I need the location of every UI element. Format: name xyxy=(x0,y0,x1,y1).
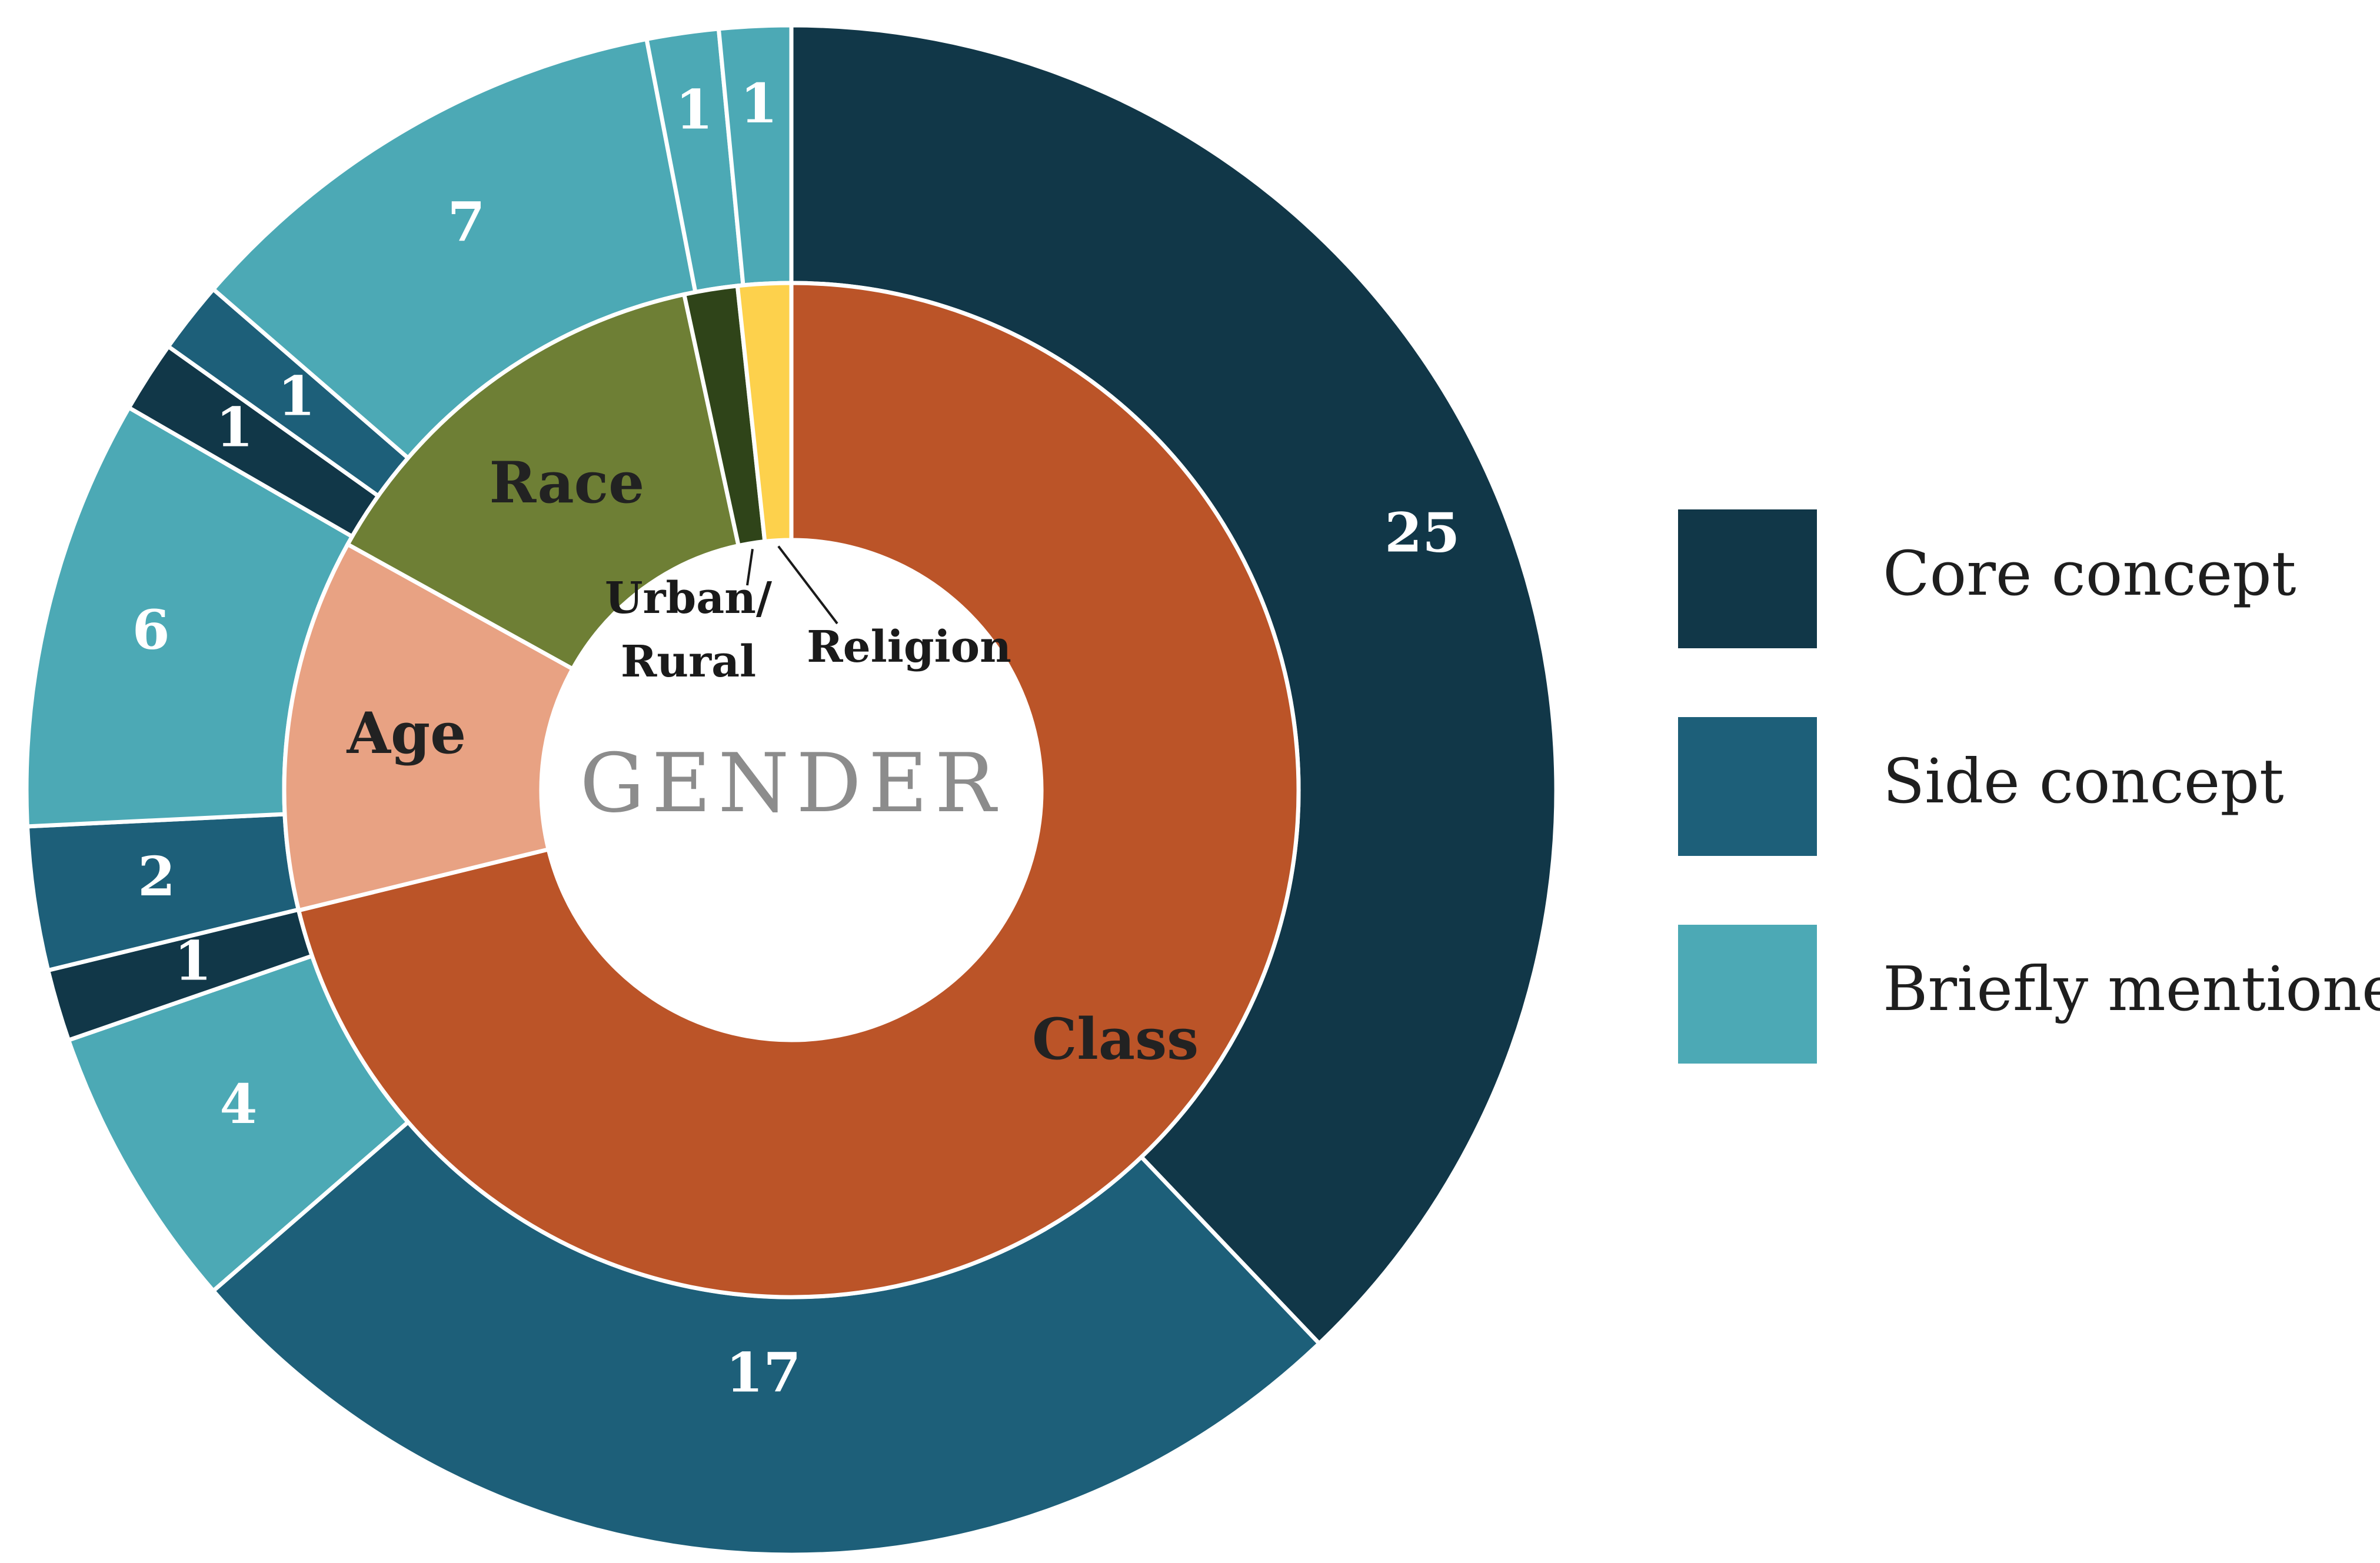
outer-value-label: 1 xyxy=(740,72,778,135)
outer-value-label: 2 xyxy=(138,845,175,908)
legend-label-side-concept: Side concept xyxy=(1883,745,2284,817)
outer-value-label: 4 xyxy=(219,1072,257,1136)
center-label: GENDER xyxy=(580,736,1003,831)
outer-value-label: 6 xyxy=(132,598,170,662)
legend-label-core-concept: Core concept xyxy=(1883,538,2296,609)
outer-value-label: 7 xyxy=(447,191,485,254)
outer-value-label: 1 xyxy=(278,364,315,428)
inner-category-label: Age xyxy=(346,700,466,766)
urban-rural-leader-line xyxy=(746,548,754,586)
outer-value-label: 1 xyxy=(216,395,254,459)
inner-slice-religion xyxy=(735,281,794,544)
inner-slice-race xyxy=(345,292,741,672)
legend-swatch-side-concept xyxy=(1678,717,1817,856)
leader-lines xyxy=(746,545,838,625)
legend-label-briefly-mentioned: Briefly mentioned xyxy=(1883,953,2380,1025)
outer-ring xyxy=(24,23,1559,1557)
religion-leader-line xyxy=(777,545,838,625)
outer-value-label: 1 xyxy=(174,929,212,992)
inner-ring xyxy=(282,281,1301,1299)
religion-label: Religion xyxy=(807,622,1011,672)
legend-swatch-core-concept xyxy=(1678,509,1817,648)
inner-category-label: Class xyxy=(1032,1006,1199,1072)
inner-category-label: Race xyxy=(489,449,644,516)
legend: Core concept Side concept Briefly mentione… xyxy=(1678,509,2380,1064)
outer-value-label: 25 xyxy=(1384,501,1460,564)
inner-slice-age xyxy=(282,541,575,913)
outer-value-label: 17 xyxy=(725,1341,801,1405)
outer-value-label: 1 xyxy=(675,78,713,142)
legend-swatch-briefly-mentioned xyxy=(1678,925,1817,1064)
inner-slice-class xyxy=(296,281,1301,1299)
urban-rural-label: Urban/Rural xyxy=(605,573,773,687)
